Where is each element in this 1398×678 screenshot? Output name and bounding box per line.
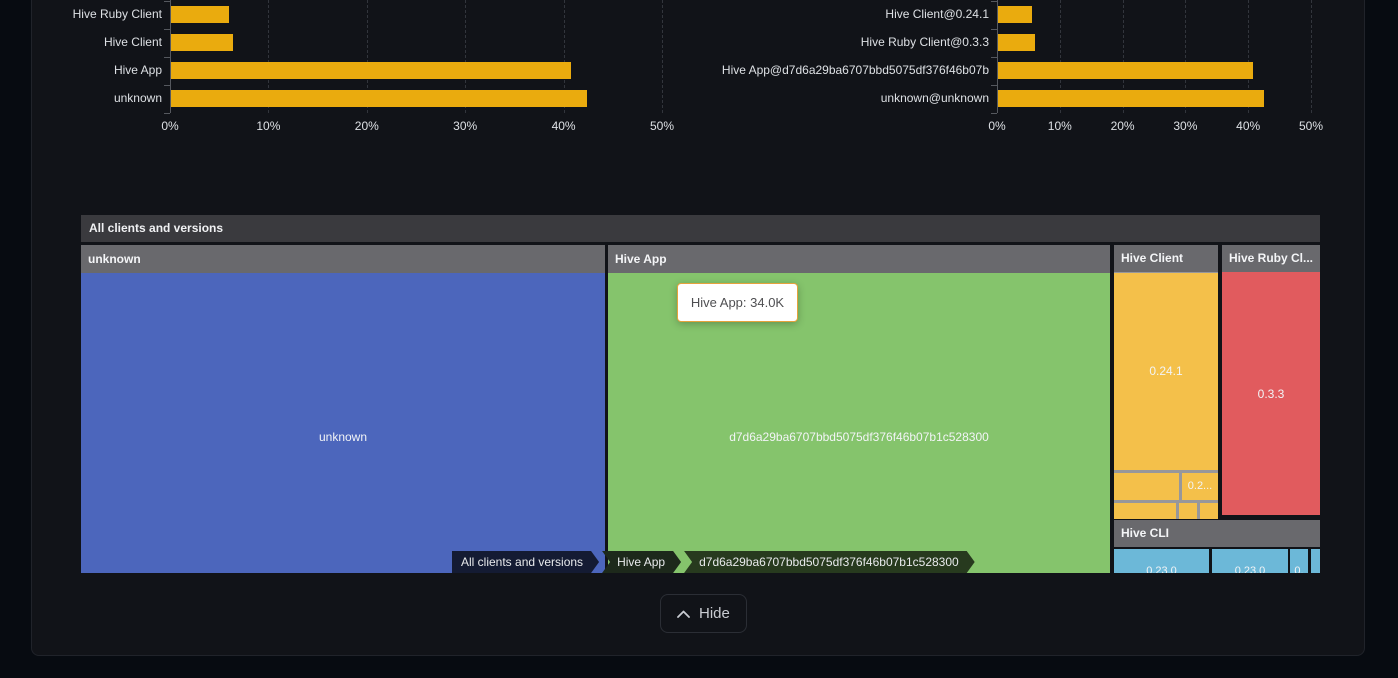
category-label: Hive App@d7d6a29ba6707bbd5075df376f46b07…	[721, 63, 989, 77]
category-label: Hive Ruby Client@0.3.3	[860, 35, 989, 49]
treemap-section-header: Hive Ruby Cl...	[1222, 245, 1320, 272]
treemap-section-header: Hive CLI	[1114, 520, 1320, 547]
x-tick-label: 50%	[1298, 119, 1324, 133]
grid-line	[1122, 0, 1124, 113]
treemap-cell-small[interactable]	[1114, 503, 1176, 519]
treemap-section-hive-app[interactable]: Hive App d7d6a29ba6707bbd5075df376f46b07…	[608, 245, 1110, 573]
treemap-tooltip: Hive App: 34.0K	[677, 283, 798, 322]
bar[interactable]	[998, 6, 1032, 23]
x-tick-label: 10%	[256, 119, 281, 133]
treemap-section-body: 0.24.1 0.2...	[1114, 272, 1218, 519]
treemap-cell-0-24-1[interactable]: 0.24.1	[1114, 273, 1218, 470]
y-axis-tick	[991, 57, 997, 58]
treemap-cell-cli-version[interactable]: 0.23.0	[1212, 549, 1288, 573]
treemap-breadcrumb: All clients and versions Hive App d7d6a2…	[452, 551, 975, 573]
treemap-cell-small[interactable]	[1200, 503, 1218, 519]
treemap-cell-0-2[interactable]: 0.2...	[1182, 473, 1218, 500]
category-label: unknown@unknown	[880, 91, 989, 105]
treemap-cell-label: 0.24.1	[1149, 364, 1183, 378]
y-axis-tick	[164, 85, 170, 86]
y-axis-line	[997, 0, 998, 113]
treemap: All clients and versions unknown unknown…	[81, 215, 1320, 573]
y-axis-tick	[164, 57, 170, 58]
treemap-section-header: unknown	[81, 245, 605, 273]
bar[interactable]	[171, 62, 571, 79]
y-axis-tick	[164, 113, 170, 114]
grid-line	[1059, 0, 1061, 113]
category-label: Hive Client@0.24.1	[885, 7, 989, 21]
x-tick-label: 40%	[551, 119, 576, 133]
y-axis-tick	[991, 85, 997, 86]
treemap-cell-hive-app-hash[interactable]: d7d6a29ba6707bbd5075df376f46b07b1c528300…	[608, 273, 1110, 573]
y-axis-tick	[164, 29, 170, 30]
treemap-cell-unknown[interactable]: unknown	[81, 273, 605, 573]
grid-line	[1185, 0, 1187, 113]
category-label: Hive App	[113, 63, 162, 77]
category-label: Hive Client	[103, 35, 162, 49]
breadcrumb-item-hive-app[interactable]: Hive App	[602, 551, 681, 573]
treemap-cell-label: 0.23.0	[1146, 565, 1177, 573]
x-tick-label: 40%	[1236, 119, 1261, 133]
treemap-section-header: Hive Client	[1114, 245, 1218, 272]
breadcrumb-item-root[interactable]: All clients and versions	[452, 551, 599, 573]
treemap-title: All clients and versions	[81, 215, 1320, 242]
hide-button[interactable]: Hide	[660, 594, 747, 633]
y-axis-line	[170, 0, 171, 113]
grid-line	[465, 0, 467, 113]
treemap-section-header: Hive App	[608, 245, 1110, 273]
treemap-cell-small[interactable]	[1179, 503, 1197, 519]
category-label: Hive Ruby Client	[72, 7, 162, 21]
breadcrumb-item-hash[interactable]: d7d6a29ba6707bbd5075df376f46b07b1c528300	[684, 551, 975, 573]
x-tick-label: 20%	[354, 119, 379, 133]
bar[interactable]	[171, 6, 230, 23]
treemap-cell-small[interactable]	[1311, 549, 1320, 573]
bar[interactable]	[998, 62, 1253, 79]
bar[interactable]	[998, 34, 1036, 51]
y-axis-tick	[164, 1, 170, 2]
treemap-cell-cli-version[interactable]: 0.	[1290, 549, 1308, 573]
x-tick-label: 50%	[649, 119, 675, 133]
grid-line	[1248, 0, 1250, 113]
grid-line	[268, 0, 270, 113]
grid-line	[563, 0, 565, 113]
x-tick-label: 10%	[1047, 119, 1072, 133]
y-axis-tick	[991, 29, 997, 30]
treemap-cell-label: 0.2...	[1187, 480, 1213, 492]
treemap-cell-label: 0.3.3	[1257, 387, 1285, 401]
bar[interactable]	[171, 34, 233, 51]
treemap-section-hive-cli[interactable]: Hive CLI 0.23.0 0.23.0 0.	[1114, 520, 1320, 573]
x-tick-label: 0%	[988, 119, 1006, 133]
x-tick-label: 30%	[453, 119, 478, 133]
treemap-cell-cli-version[interactable]: 0.23.0	[1114, 549, 1209, 573]
treemap-cell-label: 0.	[1294, 565, 1304, 573]
treemap-section-hive-client[interactable]: Hive Client 0.24.1 0.2...	[1114, 245, 1218, 519]
treemap-cell-0-3-3[interactable]: 0.3.3	[1222, 272, 1320, 515]
grid-line	[1311, 0, 1312, 113]
treemap-section-unknown[interactable]: unknown unknown	[81, 245, 605, 573]
treemap-cell-label: unknown	[318, 430, 368, 444]
chevron-up-icon	[677, 610, 690, 618]
hide-button-label: Hide	[699, 605, 730, 622]
treemap-cell-small[interactable]	[1114, 473, 1179, 500]
treemap-cell-label: 0.23.0	[1234, 565, 1266, 573]
treemap-cell-label: d7d6a29ba6707bbd5075df376f46b07b1c528300	[729, 430, 989, 444]
x-tick-label: 30%	[1173, 119, 1198, 133]
y-axis-tick	[991, 113, 997, 114]
bar[interactable]	[171, 90, 588, 107]
x-tick-label: 20%	[1110, 119, 1135, 133]
grid-line	[366, 0, 368, 113]
bar[interactable]	[998, 90, 1264, 107]
y-axis-tick	[991, 1, 997, 2]
treemap-section-hive-ruby-client[interactable]: Hive Ruby Cl... 0.3.3	[1222, 245, 1320, 515]
category-label: unknown	[113, 91, 162, 105]
grid-line	[662, 0, 663, 113]
x-tick-label: 0%	[161, 119, 179, 133]
